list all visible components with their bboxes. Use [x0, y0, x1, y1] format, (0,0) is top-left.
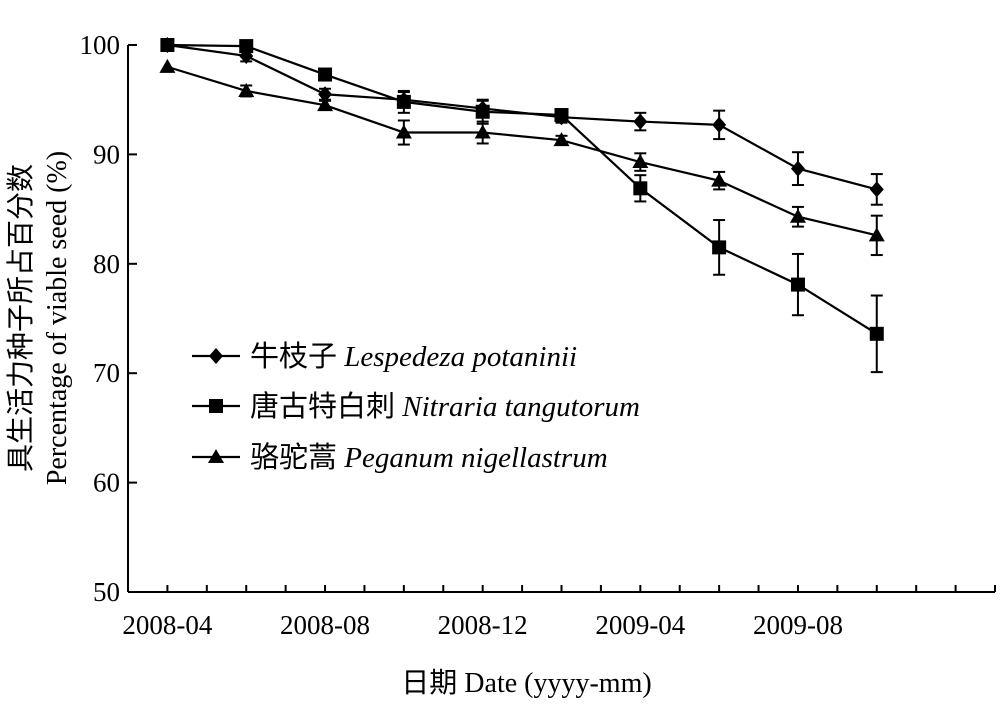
point-marker: [633, 113, 648, 130]
y-axis-title-cn: 具生活力种子所占百分数: [5, 164, 37, 472]
series-line: [167, 43, 878, 335]
series-square: [160, 38, 884, 374]
legend-label: 骆驼蒿 Peganum nigellastrum: [250, 441, 608, 474]
legend-name-latin: Lespedeza potaninii: [343, 341, 577, 373]
legend-name-latin: Nitraria tangutorum: [401, 391, 640, 423]
point-marker: [712, 240, 727, 255]
point-marker: [209, 399, 223, 413]
x-tick-label: 2008-04: [122, 610, 212, 640]
point-marker: [317, 97, 334, 112]
legend-name-cn: 牛枝子: [250, 340, 337, 373]
point-marker: [318, 67, 333, 82]
point-marker: [789, 208, 806, 223]
point-marker: [632, 154, 649, 169]
series-line: [167, 43, 878, 191]
y-tick-label: 90: [93, 139, 120, 169]
point-marker: [868, 227, 885, 242]
point-marker: [159, 58, 176, 73]
point-marker: [474, 124, 491, 139]
point-marker: [396, 94, 411, 109]
y-tick-label: 70: [93, 358, 120, 388]
legend-name-cn: 唐古特白刺: [250, 390, 395, 423]
point-marker: [790, 160, 805, 177]
y-tick-label: 80: [93, 249, 120, 279]
legend-label: 牛枝子 Lespedeza potaninii: [250, 340, 577, 373]
point-marker: [160, 38, 175, 52]
series-line: [167, 65, 878, 237]
legend-label: 唐古特白刺 Nitraria tangutorum: [250, 390, 640, 423]
point-marker: [239, 39, 254, 54]
point-marker: [238, 82, 255, 97]
point-marker: [711, 172, 728, 187]
y-tick-label: 50: [93, 577, 120, 607]
y-tick-label: 60: [93, 468, 120, 498]
x-tick-label: 2009-04: [595, 610, 685, 640]
legend-item: 唐古特白刺 Nitraria tangutorum: [192, 390, 640, 423]
x-tick-label: 2009-08: [753, 610, 843, 640]
x-axis-title: 日期 Date (yyyy-mm): [401, 668, 651, 699]
point-marker: [712, 116, 727, 133]
x-tick-label: 2008-12: [438, 610, 528, 640]
point-marker: [633, 181, 648, 196]
legend: 牛枝子 Lespedeza potaninii 唐古特白刺 Nitraria ta…: [192, 340, 640, 474]
x-tick-label: 2008-08: [280, 610, 370, 640]
legend-name-cn: 骆驼蒿: [250, 441, 337, 474]
point-marker: [209, 348, 223, 364]
point-marker: [395, 124, 412, 139]
series-layer: [159, 37, 885, 374]
series-triangle: [159, 58, 885, 257]
point-marker: [553, 132, 570, 147]
point-marker: [869, 181, 884, 198]
point-marker: [790, 277, 805, 292]
legend-item: 牛枝子 Lespedeza potaninii: [192, 340, 577, 373]
series-diamond: [160, 37, 884, 206]
legend-item: 骆驼蒿 Peganum nigellastrum: [192, 441, 608, 474]
point-marker: [869, 326, 884, 341]
point-marker: [318, 86, 333, 103]
point-marker: [475, 104, 490, 119]
point-marker: [554, 108, 569, 123]
legend-name-latin: Peganum nigellastrum: [343, 442, 607, 474]
y-tick-label: 100: [80, 30, 121, 60]
axes: 50 60 70 80 90 100 2008-04 2008-08 2008-12 2009-0…: [5, 30, 996, 699]
y-axis-title-en: Percentage of viable seed (%): [42, 151, 73, 485]
point-marker: [208, 449, 224, 463]
